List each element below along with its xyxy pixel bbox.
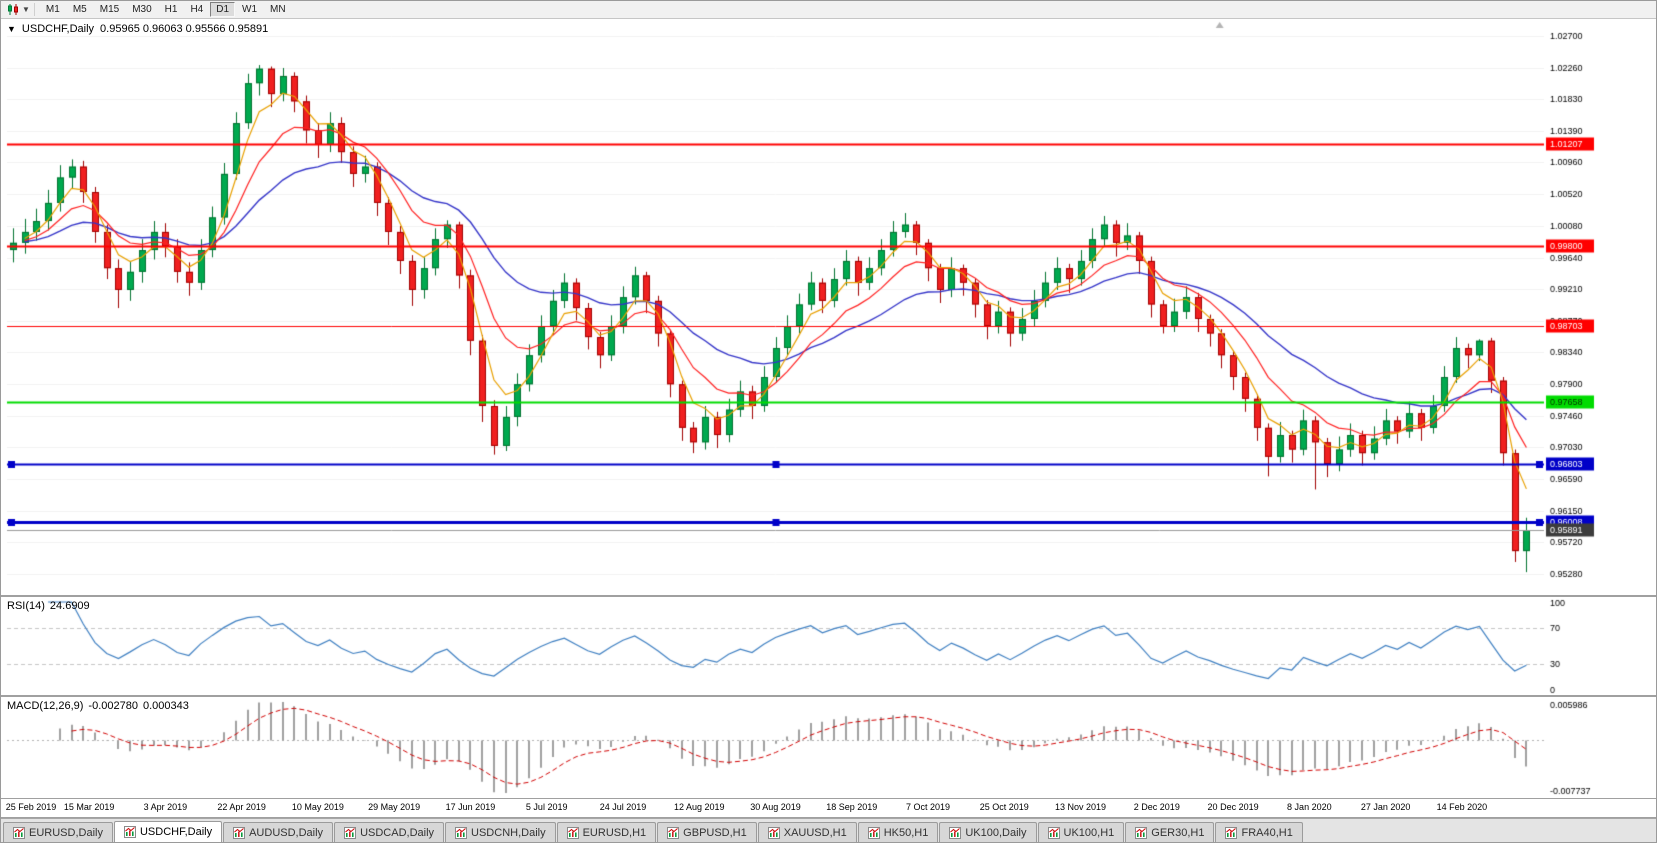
time-axis-label: 27 Jan 2020: [1360, 802, 1411, 812]
tab-chart-icon: [949, 826, 962, 839]
tab-usdchf-daily[interactable]: USDCHF,Daily: [113, 821, 223, 842]
tab-label: UK100,Daily: [965, 826, 1027, 839]
time-axis-label: 7 Oct 2019: [906, 802, 951, 812]
tab-chart-icon: [344, 826, 357, 839]
tab-chart-icon: [1135, 826, 1148, 839]
time-axis-label: 3 Apr 2019: [143, 802, 188, 812]
tab-ger30-h1[interactable]: GER30,H1: [1125, 822, 1215, 842]
tab-label: USDCNH,Daily: [471, 826, 546, 839]
rsi-canvas[interactable]: [1, 597, 1656, 695]
charts-menu-button[interactable]: ▼: [5, 3, 35, 16]
tab-xauusd-h1[interactable]: XAUUSD,H1: [757, 822, 857, 842]
tab-label: EURUSD,Daily: [29, 826, 103, 839]
collapse-triangle-icon[interactable]: ▼: [7, 24, 16, 34]
time-axis-label: 12 Aug 2019: [673, 802, 725, 812]
rsi-panel: RSI(14) 24.6909: [1, 597, 1656, 697]
tab-chart-icon: [1225, 826, 1238, 839]
timeframe-button-h4[interactable]: H4: [184, 2, 209, 17]
tab-hk50-h1[interactable]: HK50,H1: [857, 822, 939, 842]
macd-signal-value: 0.000343: [142, 700, 189, 712]
macd-canvas[interactable]: [1, 697, 1656, 798]
time-axis-label: 5 Jul 2019: [525, 802, 568, 812]
macd-panel: MACD(12,26,9) -0.002780 0.000343: [1, 697, 1656, 799]
timeframe-button-h1[interactable]: H1: [159, 2, 184, 17]
time-axis[interactable]: 25 Feb 2019 15 Mar 2019 3 Apr 2019 22 Apr 2…: [1, 799, 1656, 818]
tab-chart-icon: [1047, 826, 1060, 839]
tab-label: AUDUSD,Daily: [249, 826, 324, 839]
tab-chart-icon: [123, 826, 136, 838]
tab-eurusd-daily[interactable]: EURUSD,Daily: [3, 822, 113, 842]
tab-chart-icon: [767, 826, 780, 839]
time-axis-label: 20 Dec 2019: [1207, 802, 1259, 812]
time-axis-label: 17 Jun 2019: [445, 802, 496, 812]
tab-chart-icon: [667, 826, 680, 839]
macd-main-value: -0.002780: [88, 700, 138, 712]
chart-ohlc-values: 0.95965 0.96063 0.95566 0.95891: [100, 23, 269, 35]
time-axis-label: 22 Apr 2019: [217, 802, 266, 812]
tab-eurusd-h1[interactable]: EURUSD,H1: [556, 822, 657, 842]
rsi-name: RSI(14): [7, 600, 45, 612]
chart-title: ▼ USDCHF,Daily 0.95965 0.96063 0.95566 0…: [7, 23, 268, 35]
tab-uk100-h1[interactable]: UK100,H1: [1037, 822, 1125, 842]
price-canvas[interactable]: [1, 19, 1656, 595]
time-axis-label: 13 Nov 2019: [1055, 802, 1107, 812]
tab-label: EURUSD,H1: [582, 826, 647, 839]
tab-label: FRA40,H1: [1241, 826, 1293, 839]
candlestick-chart-icon: [8, 4, 18, 15]
tab-label: XAUUSD,H1: [783, 826, 847, 839]
tab-label: GER30,H1: [1151, 826, 1205, 839]
timeframe-button-d1[interactable]: D1: [210, 2, 236, 17]
timeframe-button-m1[interactable]: M1: [40, 2, 66, 17]
tab-label: USDCHF,Daily: [139, 826, 213, 838]
tab-label: USDCAD,Daily: [360, 826, 435, 839]
chart-tab-bar: EURUSD,Daily USDCHF,Daily AUDUSD,Daily USDC…: [1, 818, 1656, 842]
timeframe-button-mn[interactable]: MN: [264, 2, 292, 17]
tab-label: HK50,H1: [883, 826, 929, 839]
tab-chart-icon: [867, 826, 880, 839]
time-axis-label: 8 Jan 2020: [1287, 802, 1332, 812]
top-toolbar: ▼ M1 M5 M15 M30 H1 H4 D1 W1 MN: [1, 1, 1656, 19]
tab-chart-icon: [566, 826, 579, 839]
timeframe-button-m5[interactable]: M5: [67, 2, 93, 17]
tab-fra40-h1[interactable]: FRA40,H1: [1215, 822, 1303, 842]
time-axis-label: 14 Feb 2020: [1436, 802, 1488, 812]
tab-chart-icon: [233, 826, 246, 839]
timeframe-button-m30[interactable]: M30: [126, 2, 157, 17]
price-chart-panel: ▼ USDCHF,Daily 0.95965 0.96063 0.95566 0…: [1, 19, 1656, 597]
rsi-label: RSI(14) 24.6909: [7, 600, 90, 612]
time-axis-label: 15 Mar 2019: [63, 802, 115, 812]
tab-chart-icon: [455, 826, 468, 839]
chevron-down-icon: ▼: [22, 4, 30, 14]
tab-usdcad-daily[interactable]: USDCAD,Daily: [334, 822, 445, 842]
tab-chart-icon: [13, 826, 25, 839]
time-axis-label: 29 May 2019: [368, 802, 421, 812]
tab-label: GBPUSD,H1: [683, 826, 747, 839]
rsi-value: 24.6909: [49, 600, 90, 612]
timeframe-button-m15[interactable]: M15: [94, 2, 125, 17]
time-axis-label: 25 Oct 2019: [979, 802, 1029, 812]
time-axis-label: 25 Feb 2019: [5, 802, 57, 812]
tab-uk100-daily[interactable]: UK100,Daily: [939, 822, 1037, 842]
time-axis-label: 18 Sep 2019: [826, 802, 878, 812]
macd-label: MACD(12,26,9) -0.002780 0.000343: [7, 700, 189, 712]
timeframe-buttons: M1 M5 M15 M30 H1 H4 D1 W1 MN: [40, 2, 292, 17]
time-axis-label: 30 Aug 2019: [750, 802, 801, 812]
tab-audusd-daily[interactable]: AUDUSD,Daily: [223, 822, 334, 842]
timeframe-button-w1[interactable]: W1: [236, 2, 263, 17]
tab-gbpusd-h1[interactable]: GBPUSD,H1: [657, 822, 757, 842]
time-axis-label: 24 Jul 2019: [599, 802, 647, 812]
chart-symbol-period: USDCHF,Daily: [21, 23, 95, 35]
time-axis-label: 10 May 2019: [291, 802, 344, 812]
tab-usdcnh-daily[interactable]: USDCNH,Daily: [445, 822, 556, 842]
tab-label: UK100,H1: [1063, 826, 1115, 839]
time-axis-label: 2 Dec 2019: [1133, 802, 1180, 812]
macd-name: MACD(12,26,9): [7, 700, 84, 712]
